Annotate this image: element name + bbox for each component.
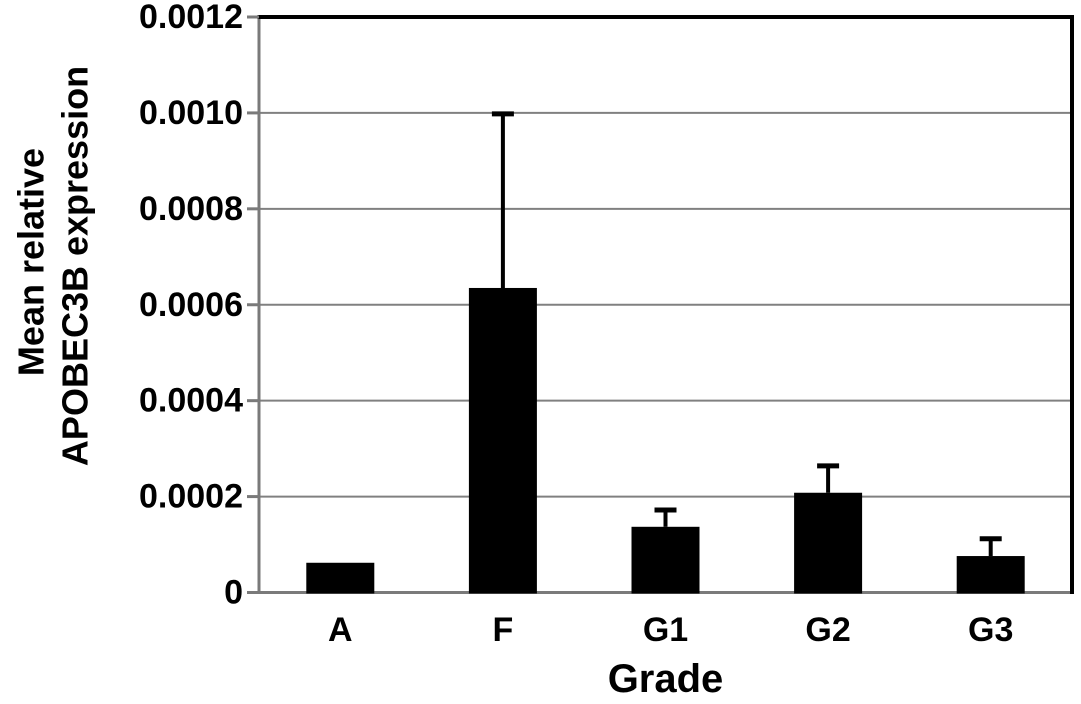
x-tick-label-G2: G2 <box>805 611 850 649</box>
y-tick-label: 0.0008 <box>139 190 243 228</box>
y-tick-label: 0.0004 <box>139 382 243 420</box>
x-tick-label-G3: G3 <box>968 611 1013 649</box>
y-axis-title-line-1: Mean relative <box>11 148 52 376</box>
y-tick-label: 0.0010 <box>139 94 243 132</box>
y-axis-title-line-2: APOBEC3B expression <box>55 66 96 466</box>
bar-G2 <box>794 492 863 594</box>
bar-A <box>306 562 375 594</box>
y-tick-label: 0 <box>224 574 243 612</box>
x-tick-label-A: A <box>328 611 353 649</box>
y-tick-label: 0.0012 <box>139 0 243 36</box>
x-tick-label-G1: G1 <box>643 611 688 649</box>
bar-F <box>468 287 537 594</box>
x-axis-title: Grade <box>608 657 724 701</box>
bar-G3 <box>956 556 1025 594</box>
y-tick-label: 0.0002 <box>139 478 243 516</box>
bar-G1 <box>631 526 700 594</box>
x-tick-label-F: F <box>493 611 514 649</box>
y-tick-label: 0.0006 <box>139 286 243 324</box>
